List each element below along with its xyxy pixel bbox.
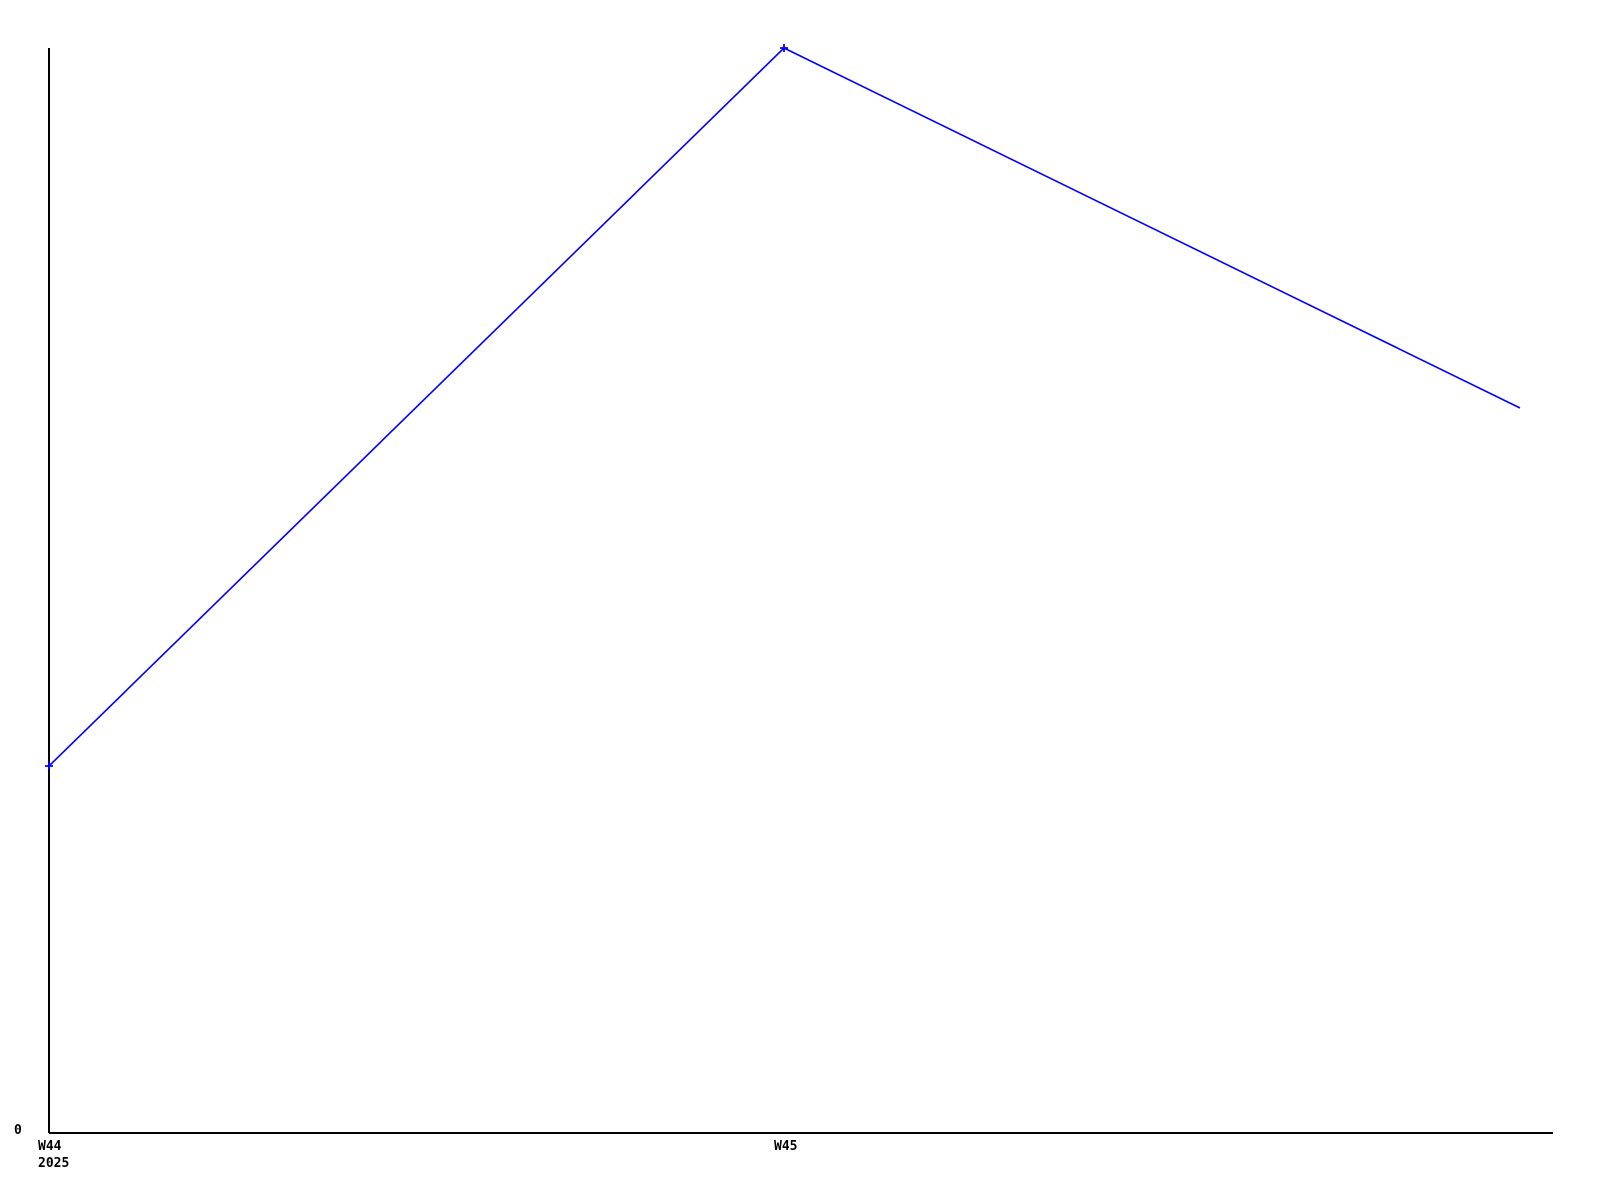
series-group	[45, 44, 1521, 770]
x-axis-tick-label-w45: W45	[774, 1138, 797, 1155]
axes-group	[48, 48, 1553, 1134]
data-point-markers	[45, 44, 788, 770]
x-axis-tick-label-w44: W44 2025	[38, 1138, 69, 1172]
y-axis-tick-label-0: 0	[14, 1123, 22, 1138]
data-point-marker-0	[45, 762, 53, 770]
x-axis-tick-label-w45-week: W45	[774, 1139, 798, 1154]
x-axis-tick-label-w44-year: 2025	[38, 1156, 70, 1171]
x-axis-tick-label-w44-week: W44	[38, 1139, 62, 1154]
data-series-line	[48, 47, 1521, 767]
data-point-marker-1	[780, 44, 788, 52]
